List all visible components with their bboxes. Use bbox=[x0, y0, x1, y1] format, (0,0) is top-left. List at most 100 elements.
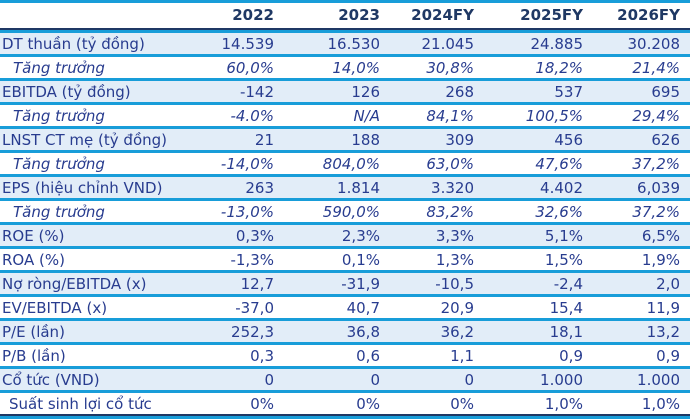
value-cell: 1.814 bbox=[284, 177, 390, 201]
value-cell: 1.000 bbox=[484, 369, 593, 393]
value-cell: 6,039 bbox=[593, 177, 690, 201]
value-cell: 0% bbox=[284, 393, 390, 416]
value-cell: 1,5% bbox=[484, 249, 593, 273]
value-cell: -14,0% bbox=[192, 153, 284, 177]
value-cell: 268 bbox=[390, 81, 484, 105]
row-label: Tăng trưởng bbox=[0, 201, 192, 225]
year-column-header: 2024FY bbox=[390, 3, 484, 30]
value-cell: -31,9 bbox=[284, 273, 390, 297]
table-row: Cổ tức (VND) 0 0 0 1.000 1.000 bbox=[0, 369, 690, 393]
row-label: DT thuần (tỷ đồng) bbox=[0, 30, 192, 57]
value-cell: 21,4% bbox=[593, 57, 690, 81]
value-cell: 21.045 bbox=[390, 30, 484, 57]
value-cell: 1,3% bbox=[390, 249, 484, 273]
value-cell: 1,1 bbox=[390, 345, 484, 369]
year-column-header: 2022 bbox=[192, 3, 284, 30]
row-label: P/E (lần) bbox=[0, 321, 192, 345]
value-cell: 695 bbox=[593, 81, 690, 105]
value-cell: 18,2% bbox=[484, 57, 593, 81]
value-cell: 0 bbox=[390, 369, 484, 393]
row-label: Suất sinh lợi cổ tức bbox=[0, 393, 192, 416]
row-label: EV/EBITDA (x) bbox=[0, 297, 192, 321]
year-column-header: 2023 bbox=[284, 3, 390, 30]
value-cell: 30,8% bbox=[390, 57, 484, 81]
table-row: Tăng trưởng 60,0% 14,0% 30,8% 18,2% 21,4% bbox=[0, 57, 690, 81]
value-cell: 456 bbox=[484, 129, 593, 153]
value-cell: 5,1% bbox=[484, 225, 593, 249]
value-cell: 18,1 bbox=[484, 321, 593, 345]
value-cell: 309 bbox=[390, 129, 484, 153]
value-cell: -1,3% bbox=[192, 249, 284, 273]
value-cell: 32,6% bbox=[484, 201, 593, 225]
value-cell: 0,6 bbox=[284, 345, 390, 369]
value-cell: 0% bbox=[390, 393, 484, 416]
table-row: Suất sinh lợi cổ tức 0% 0% 0% 1,0% 1,0% bbox=[0, 393, 690, 416]
row-label: Tăng trưởng bbox=[0, 153, 192, 177]
row-label: ROE (%) bbox=[0, 225, 192, 249]
table-row: LNST CT mẹ (tỷ đồng) 21 188 309 456 626 bbox=[0, 129, 690, 153]
value-cell: 590,0% bbox=[284, 201, 390, 225]
value-cell: -4.0% bbox=[192, 105, 284, 129]
value-cell: 11,9 bbox=[593, 297, 690, 321]
value-cell: 24.885 bbox=[484, 30, 593, 57]
value-cell: N/A bbox=[284, 105, 390, 129]
value-cell: -37,0 bbox=[192, 297, 284, 321]
row-label: Tăng trưởng bbox=[0, 57, 192, 81]
value-cell: 63,0% bbox=[390, 153, 484, 177]
value-cell: -2,4 bbox=[484, 273, 593, 297]
value-cell: 0,3% bbox=[192, 225, 284, 249]
value-cell: 16.530 bbox=[284, 30, 390, 57]
value-cell: 126 bbox=[284, 81, 390, 105]
value-cell: 60,0% bbox=[192, 57, 284, 81]
value-cell: 537 bbox=[484, 81, 593, 105]
table-row: ROE (%) 0,3% 2,3% 3,3% 5,1% 6,5% bbox=[0, 225, 690, 249]
row-label: Tăng trưởng bbox=[0, 105, 192, 129]
value-cell: 36,2 bbox=[390, 321, 484, 345]
row-label: EPS (hiệu chỉnh VND) bbox=[0, 177, 192, 201]
value-cell: 0,3 bbox=[192, 345, 284, 369]
value-cell: 4.402 bbox=[484, 177, 593, 201]
value-cell: 2,3% bbox=[284, 225, 390, 249]
table-row: EV/EBITDA (x) -37,0 40,7 20,9 15,4 11,9 bbox=[0, 297, 690, 321]
metric-column-header bbox=[0, 3, 192, 30]
value-cell: 263 bbox=[192, 177, 284, 201]
value-cell: 0 bbox=[284, 369, 390, 393]
value-cell: 30.208 bbox=[593, 30, 690, 57]
row-label: Nợ ròng/EBITDA (x) bbox=[0, 273, 192, 297]
year-column-header: 2026FY bbox=[593, 3, 690, 30]
table-row: Nợ ròng/EBITDA (x) 12,7 -31,9 -10,5 -2,4 2,0 bbox=[0, 273, 690, 297]
table-row: EBITDA (tỷ đồng) -142 126 268 537 695 bbox=[0, 81, 690, 105]
value-cell: -142 bbox=[192, 81, 284, 105]
value-cell: 804,0% bbox=[284, 153, 390, 177]
value-cell: 83,2% bbox=[390, 201, 484, 225]
value-cell: -13,0% bbox=[192, 201, 284, 225]
row-label: ROA (%) bbox=[0, 249, 192, 273]
value-cell: 3.320 bbox=[390, 177, 484, 201]
table-row: Tăng trưởng -4.0% N/A 84,1% 100,5% 29,4% bbox=[0, 105, 690, 129]
table-row: Tăng trưởng -13,0% 590,0% 83,2% 32,6% 37,2% bbox=[0, 201, 690, 225]
value-cell: 1,0% bbox=[593, 393, 690, 416]
value-cell: 0% bbox=[192, 393, 284, 416]
value-cell: 21 bbox=[192, 129, 284, 153]
table-row: Tăng trưởng -14,0% 804,0% 63,0% 47,6% 37,2% bbox=[0, 153, 690, 177]
value-cell: 1,0% bbox=[484, 393, 593, 416]
value-cell: 29,4% bbox=[593, 105, 690, 129]
value-cell: 0,1% bbox=[284, 249, 390, 273]
table-row: P/E (lần) 252,3 36,8 36,2 18,1 13,2 bbox=[0, 321, 690, 345]
value-cell: 14.539 bbox=[192, 30, 284, 57]
value-cell: 0 bbox=[192, 369, 284, 393]
value-cell: 6,5% bbox=[593, 225, 690, 249]
year-column-header: 2025FY bbox=[484, 3, 593, 30]
value-cell: 37,2% bbox=[593, 153, 690, 177]
value-cell: 40,7 bbox=[284, 297, 390, 321]
value-cell: 100,5% bbox=[484, 105, 593, 129]
table-body: DT thuần (tỷ đồng) 14.539 16.530 21.045 24.8… bbox=[0, 30, 690, 416]
value-cell: 13,2 bbox=[593, 321, 690, 345]
row-label: EBITDA (tỷ đồng) bbox=[0, 81, 192, 105]
row-label: Cổ tức (VND) bbox=[0, 369, 192, 393]
value-cell: 37,2% bbox=[593, 201, 690, 225]
table-row: P/B (lần) 0,3 0,6 1,1 0,9 0,9 bbox=[0, 345, 690, 369]
value-cell: -10,5 bbox=[390, 273, 484, 297]
value-cell: 0,9 bbox=[484, 345, 593, 369]
